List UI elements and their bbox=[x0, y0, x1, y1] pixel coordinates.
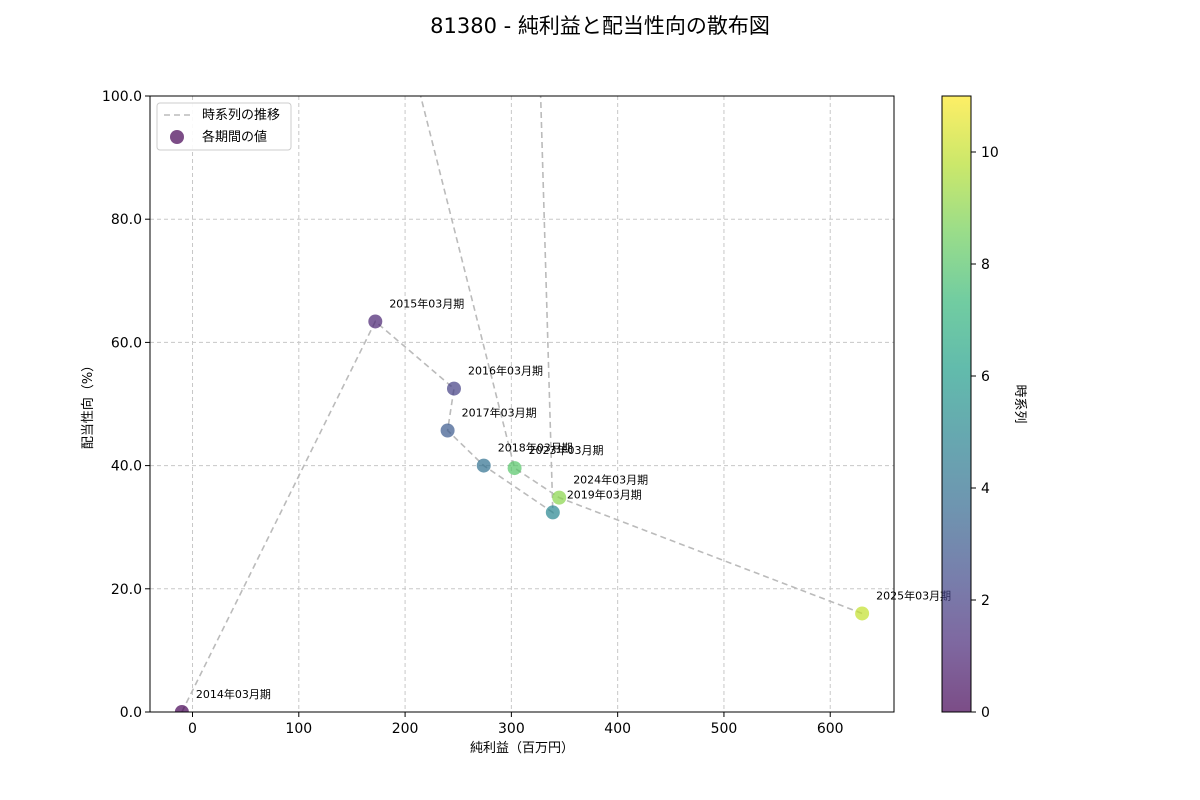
point-label: 2018年03月期 bbox=[498, 441, 573, 455]
colorbar: 0 2 4 6 8 10 時系列 bbox=[941, 95, 1027, 721]
data-point bbox=[368, 314, 383, 329]
legend-box bbox=[156, 102, 292, 151]
x-tick-label: 400 bbox=[604, 721, 631, 737]
x-axis-ticks: 0 100 200 300 400 500 600 bbox=[188, 712, 844, 737]
data-point bbox=[507, 461, 522, 476]
point-label: 2023年03月期 bbox=[529, 443, 604, 457]
y-tick-label: 40.0 bbox=[111, 459, 142, 475]
point-label: 2016年03月期 bbox=[468, 364, 543, 378]
y-axis-label: 配当性向（%） bbox=[80, 359, 96, 449]
data-points bbox=[174, 314, 870, 712]
y-tick-label: 60.0 bbox=[111, 335, 142, 351]
grid bbox=[150, 95, 894, 713]
data-point bbox=[476, 458, 491, 473]
colorbar-frame bbox=[941, 95, 972, 713]
y-axis-ticks: 0.0 20.0 40.0 60.0 80.0 100.0 bbox=[102, 89, 150, 721]
plot-frame bbox=[149, 95, 895, 713]
x-tick-label: 0 bbox=[188, 721, 197, 737]
y-tick-label: 80.0 bbox=[111, 212, 142, 228]
colorbar-gradient bbox=[942, 96, 971, 712]
x-tick-label: 300 bbox=[498, 721, 525, 737]
x-tick-label: 100 bbox=[285, 721, 312, 737]
point-label: 2017年03月期 bbox=[462, 405, 537, 419]
x-tick-label: 600 bbox=[817, 721, 844, 737]
data-point bbox=[174, 705, 189, 712]
colorbar-tick-label: 10 bbox=[981, 145, 999, 161]
data-point bbox=[440, 423, 455, 438]
data-point bbox=[552, 490, 567, 505]
legend: 時系列の推移 各期間の値 bbox=[156, 102, 292, 151]
point-label: 2025年03月期 bbox=[876, 588, 951, 602]
y-tick-label: 100.0 bbox=[102, 89, 142, 105]
data-point bbox=[446, 381, 461, 396]
colorbar-tick-label: 6 bbox=[981, 369, 990, 385]
x-tick-label: 500 bbox=[711, 721, 738, 737]
legend-point-swatch bbox=[170, 130, 184, 144]
legend-line-label: 時系列の推移 bbox=[202, 108, 280, 123]
colorbar-tick-label: 8 bbox=[981, 257, 990, 273]
colorbar-ticks: 0 2 4 6 8 10 bbox=[971, 145, 999, 721]
y-tick-label: 0.0 bbox=[120, 705, 142, 721]
x-tick-label: 200 bbox=[392, 721, 419, 737]
y-tick-label: 20.0 bbox=[111, 582, 142, 598]
data-point bbox=[855, 606, 870, 621]
chart-title: 81380 - 純利益と配当性向の散布図 bbox=[430, 14, 770, 38]
point-label: 2024年03月期 bbox=[573, 473, 648, 487]
colorbar-tick-label: 4 bbox=[981, 481, 990, 497]
point-label: 2015年03月期 bbox=[389, 296, 464, 310]
point-label: 2014年03月期 bbox=[196, 687, 271, 701]
data-point bbox=[545, 505, 560, 520]
colorbar-tick-label: 0 bbox=[981, 705, 990, 721]
point-label: 2019年03月期 bbox=[567, 487, 642, 501]
x-axis-label: 純利益（百万円） bbox=[470, 741, 574, 756]
colorbar-label: 時系列 bbox=[1012, 384, 1027, 423]
legend-points-label: 各期間の値 bbox=[202, 129, 267, 145]
point-labels: 2014年03月期 2015年03月期 2016年03月期 2017年03月期 2018… bbox=[196, 296, 951, 701]
colorbar-tick-label: 2 bbox=[981, 593, 990, 609]
